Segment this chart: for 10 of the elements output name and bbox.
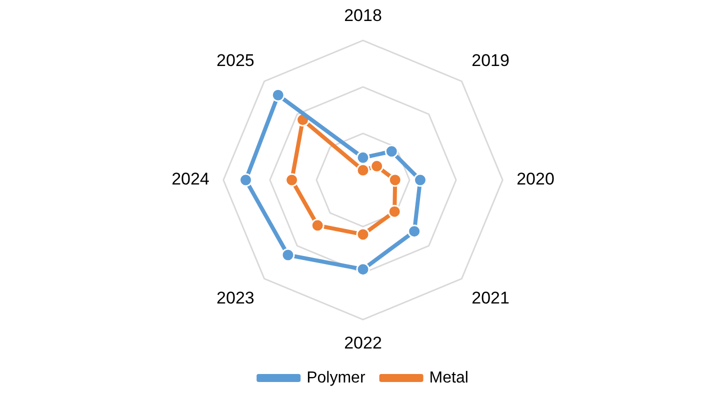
spoke-label: 2024: [172, 170, 210, 189]
legend-label: Metal: [429, 369, 468, 386]
legend-label: Polymer: [306, 369, 366, 386]
spoke-label: 2025: [216, 50, 254, 70]
spoke-label: 2020: [516, 170, 554, 189]
spoke-label: 2023: [216, 288, 254, 308]
spoke-label: 2022: [344, 333, 382, 352]
spoke-label: 2019: [472, 50, 510, 70]
spoke-label: 2021: [472, 288, 510, 308]
spoke-label: 2018: [344, 6, 382, 25]
